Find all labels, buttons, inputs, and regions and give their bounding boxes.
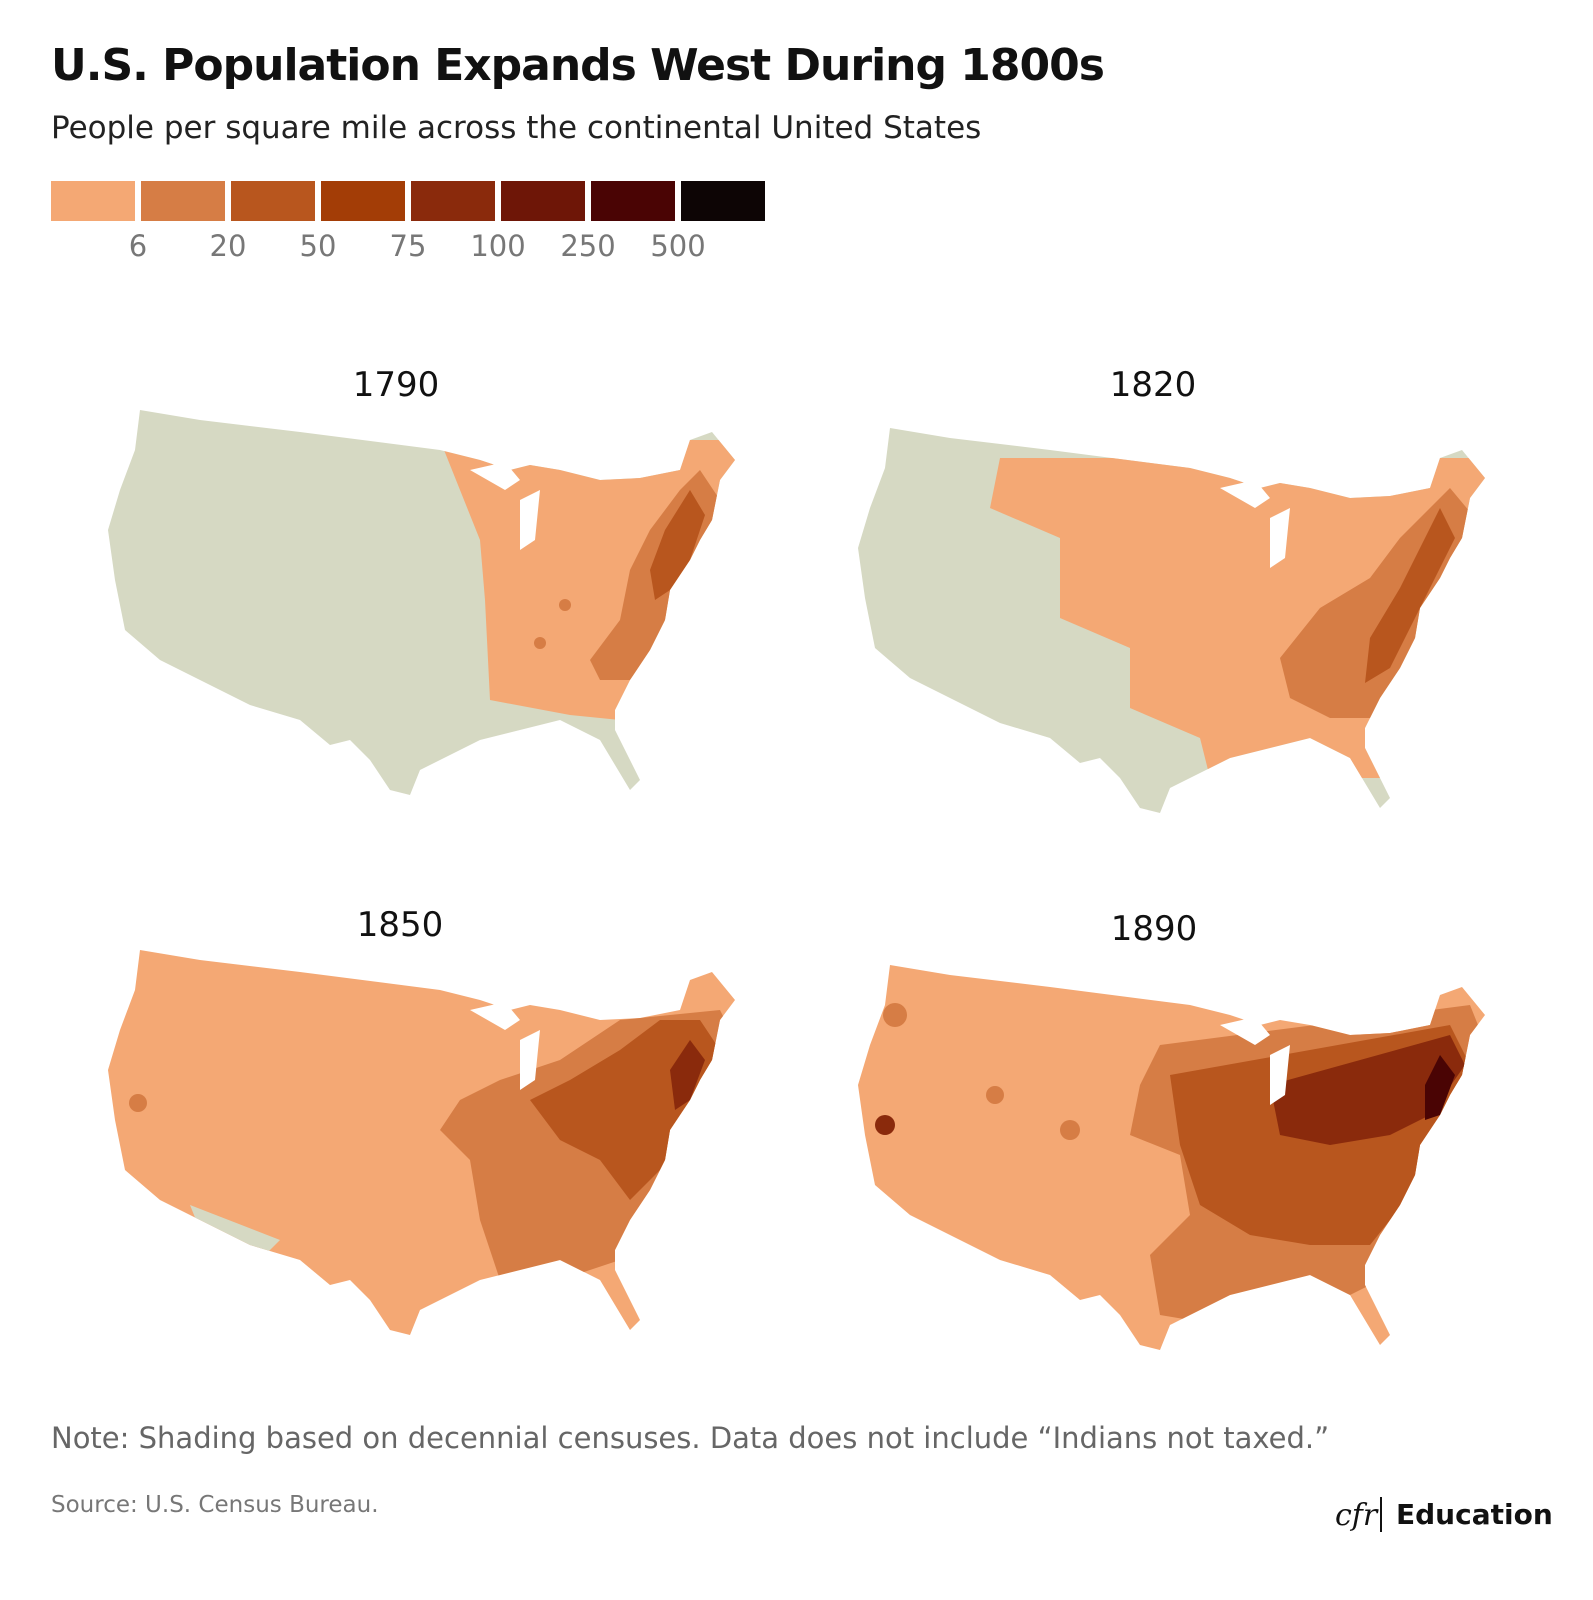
brand: Education [1396, 1498, 1553, 1531]
title: U.S. Population Expands West During 1800… [51, 40, 1104, 91]
map-title: 1820 [1110, 365, 1197, 405]
legend-swatch [681, 181, 765, 221]
map-1890 [858, 965, 1485, 1350]
legend-swatch [321, 181, 405, 221]
legend-swatch [51, 181, 135, 221]
legend-swatch [141, 181, 225, 221]
legend-label: 50 [300, 229, 337, 263]
legend-label: 6 [129, 229, 147, 263]
legend-swatch [501, 181, 585, 221]
legend-swatch [411, 181, 495, 221]
subtitle: People per square mile across the contin… [51, 110, 981, 146]
legend-swatch [591, 181, 675, 221]
legend-label: 75 [390, 229, 427, 263]
map-1820 [858, 428, 1485, 813]
legend-swatch [231, 181, 315, 221]
note: Note: Shading based on decennial censuse… [51, 1421, 1329, 1455]
logo: cfr [1335, 1498, 1379, 1533]
map-title: 1790 [353, 365, 440, 405]
legend-label: 500 [650, 229, 705, 263]
legend-label: 100 [470, 229, 525, 263]
map-1850 [108, 950, 735, 1335]
legend: 6 20 50 75 100 250 500 [51, 181, 765, 263]
legend-label: 250 [560, 229, 615, 263]
map-title: 1850 [357, 905, 444, 945]
source: Source: U.S. Census Bureau. [51, 1492, 379, 1518]
map-title: 1890 [1111, 909, 1198, 949]
map-1790 [108, 410, 735, 795]
legend-label: 20 [210, 229, 247, 263]
